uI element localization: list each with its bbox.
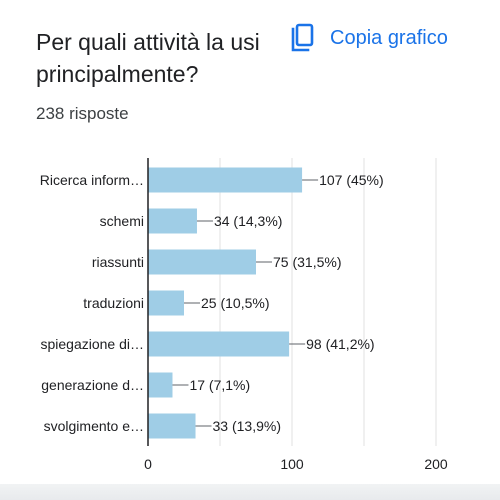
- data-label: 98 (41,2%): [306, 336, 374, 352]
- x-tick-label: 0: [144, 456, 152, 472]
- bar: [148, 249, 256, 275]
- category-label: generazione d…: [41, 377, 144, 393]
- question-title: Per quali attività la usi principalmente…: [36, 29, 260, 87]
- data-label: 75 (31,5%): [273, 254, 341, 270]
- copy-chart-button[interactable]: Copia grafico: [288, 22, 448, 54]
- bar: [148, 290, 184, 316]
- category-label: traduzioni: [83, 295, 144, 311]
- bottom-edge: [0, 484, 500, 500]
- category-label: spiegazione di…: [40, 336, 144, 352]
- bar: [148, 167, 303, 193]
- data-label: 34 (14,3%): [214, 213, 282, 229]
- responses-count: 238 risposte: [36, 104, 129, 123]
- data-label: 33 (13,9%): [213, 418, 281, 434]
- copy-chart-label: Copia grafico: [330, 26, 448, 49]
- data-label: 107 (45%): [319, 172, 384, 188]
- copy-icon: [288, 23, 314, 53]
- bar: [148, 208, 197, 234]
- category-label: riassunti: [92, 254, 144, 270]
- bar: [148, 331, 290, 357]
- category-label: svolgimento e…: [44, 418, 144, 434]
- category-label: schemi: [100, 213, 144, 229]
- bar: [148, 372, 173, 398]
- x-tick-label: 100: [280, 456, 304, 472]
- category-label: Ricerca inform…: [40, 172, 144, 188]
- bar: [148, 413, 196, 439]
- x-tick-label: 200: [424, 456, 448, 472]
- chart-svg: 107 (45%) Ricerca inform… 34 (14,3%) schemi…: [40, 158, 448, 472]
- bar-chart: 107 (45%) Ricerca inform… 34 (14,3%) schemi…: [40, 158, 448, 472]
- data-label: 17 (7,1%): [189, 377, 250, 393]
- data-label: 25 (10,5%): [201, 295, 269, 311]
